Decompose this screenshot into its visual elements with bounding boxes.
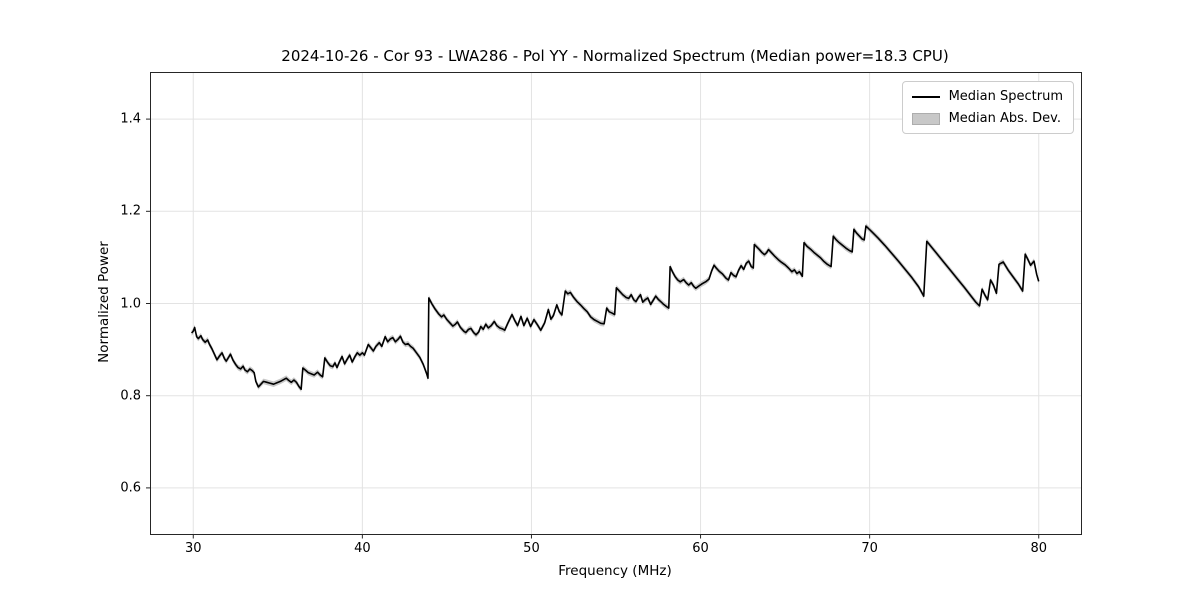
x-tick-label: 60 bbox=[692, 541, 709, 556]
y-axis-label: Normalized Power bbox=[96, 241, 112, 363]
y-tick-label: 1.2 bbox=[120, 203, 141, 219]
legend-label: Median Spectrum bbox=[948, 89, 1063, 104]
x-axis-label: Frequency (MHz) bbox=[558, 563, 672, 579]
x-tick-label: 30 bbox=[184, 541, 202, 556]
legend-patch-swatch bbox=[911, 112, 940, 125]
x-tick-label: 70 bbox=[861, 541, 878, 556]
legend-line-swatch bbox=[911, 95, 940, 98]
legend-item-median-spectrum: Median Spectrum bbox=[911, 89, 1063, 104]
legend-item-median-abs-dev: Median Abs. Dev. bbox=[911, 111, 1063, 126]
legend: Median Spectrum Median Abs. Dev. bbox=[901, 81, 1074, 134]
x-tick-label: 40 bbox=[354, 541, 371, 556]
legend-label: Median Abs. Dev. bbox=[948, 111, 1062, 126]
median-spectrum-line bbox=[190, 225, 1040, 391]
y-tick-label: 1.0 bbox=[120, 296, 141, 311]
x-tick-label: 50 bbox=[523, 541, 540, 556]
y-tick-label: 0.8 bbox=[120, 388, 141, 404]
y-tick-label: 0.6 bbox=[120, 480, 141, 496]
plot-area: Median Spectrum Median Abs. Dev. 30 40 50 6… bbox=[120, 72, 1082, 556]
x-tick-label: 80 bbox=[1030, 541, 1047, 556]
y-tick-label: 1.4 bbox=[120, 111, 141, 127]
chart-title: 2024-10-26 - Cor 93 - LWA286 - Pol YY - … bbox=[281, 47, 949, 65]
spectrum-plot-canvas bbox=[146, 73, 1081, 539]
